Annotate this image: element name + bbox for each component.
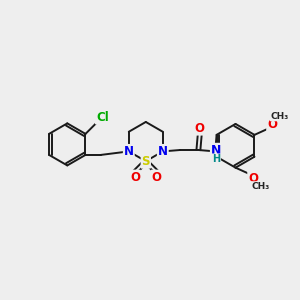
Text: CH₃: CH₃ <box>252 182 270 191</box>
Text: O: O <box>130 171 140 184</box>
Text: O: O <box>267 118 277 131</box>
Text: H: H <box>212 154 220 164</box>
Text: N: N <box>211 144 221 157</box>
Text: O: O <box>195 122 205 135</box>
Text: N: N <box>158 145 168 158</box>
Text: Cl: Cl <box>96 111 109 124</box>
Text: O: O <box>152 171 162 184</box>
Text: S: S <box>142 155 150 168</box>
Text: O: O <box>248 172 258 184</box>
Text: N: N <box>124 145 134 158</box>
Text: CH₃: CH₃ <box>271 112 289 121</box>
